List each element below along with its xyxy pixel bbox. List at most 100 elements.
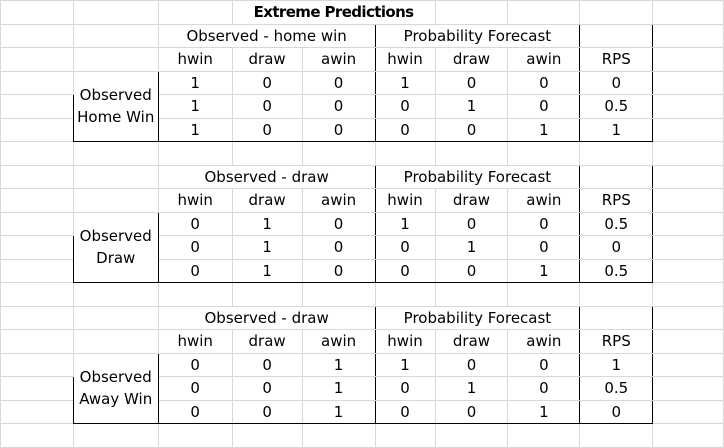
cell[interactable] bbox=[0, 141, 74, 166]
cell-fc-hwin[interactable]: 0 bbox=[374, 117, 436, 142]
cell-fc-awin[interactable]: 0 bbox=[507, 94, 581, 119]
cell[interactable] bbox=[72, 305, 159, 330]
col-header-hwin[interactable]: hwin bbox=[374, 188, 436, 213]
row-label[interactable]: Observed Away Win bbox=[72, 352, 159, 424]
cell[interactable] bbox=[652, 23, 724, 48]
cell[interactable] bbox=[434, 423, 509, 448]
cell[interactable] bbox=[0, 0, 74, 25]
cell[interactable] bbox=[0, 47, 74, 72]
cell[interactable] bbox=[0, 164, 74, 189]
cell-fc-hwin[interactable]: 0 bbox=[374, 399, 436, 424]
cell[interactable] bbox=[0, 282, 74, 307]
cell[interactable] bbox=[72, 47, 159, 72]
cell-obs-draw[interactable]: 0 bbox=[231, 399, 303, 424]
cell[interactable] bbox=[652, 352, 724, 377]
observed-header[interactable]: Observed - draw bbox=[157, 164, 376, 189]
cell-fc-awin[interactable]: 1 bbox=[507, 117, 581, 142]
cell-obs-draw[interactable]: 0 bbox=[231, 70, 303, 95]
cell-obs-awin[interactable]: 0 bbox=[301, 258, 376, 283]
cell[interactable] bbox=[72, 0, 159, 25]
cell[interactable] bbox=[579, 305, 654, 330]
cell-rps[interactable]: 1 bbox=[579, 117, 654, 142]
cell[interactable] bbox=[579, 282, 654, 307]
cell[interactable] bbox=[157, 282, 233, 307]
cell[interactable] bbox=[0, 305, 74, 330]
cell-fc-draw[interactable]: 1 bbox=[434, 94, 509, 119]
cell-fc-hwin[interactable]: 0 bbox=[374, 94, 436, 119]
cell-obs-draw[interactable]: 1 bbox=[231, 235, 303, 260]
cell-fc-draw[interactable]: 0 bbox=[434, 211, 509, 236]
cell[interactable] bbox=[579, 23, 654, 48]
cell[interactable] bbox=[652, 282, 724, 307]
col-header-rps[interactable]: RPS bbox=[579, 188, 654, 213]
cell[interactable] bbox=[652, 70, 724, 95]
col-header-hwin[interactable]: hwin bbox=[157, 47, 233, 72]
cell-fc-draw[interactable]: 1 bbox=[434, 376, 509, 401]
cell[interactable] bbox=[652, 117, 724, 142]
cell[interactable] bbox=[652, 235, 724, 260]
cell-obs-awin[interactable]: 0 bbox=[301, 235, 376, 260]
cell-obs-draw[interactable]: 1 bbox=[231, 211, 303, 236]
cell[interactable] bbox=[579, 0, 654, 25]
cell-fc-draw[interactable]: 0 bbox=[434, 117, 509, 142]
cell-obs-hwin[interactable]: 1 bbox=[157, 70, 233, 95]
forecast-header[interactable]: Probability Forecast bbox=[374, 305, 581, 330]
cell[interactable] bbox=[231, 141, 303, 166]
cell[interactable] bbox=[0, 70, 74, 95]
cell[interactable] bbox=[507, 423, 581, 448]
cell-fc-draw[interactable]: 1 bbox=[434, 235, 509, 260]
cell-fc-awin[interactable]: 0 bbox=[507, 376, 581, 401]
cell[interactable] bbox=[157, 0, 233, 25]
cell[interactable] bbox=[652, 47, 724, 72]
cell[interactable] bbox=[652, 258, 724, 283]
cell-fc-awin[interactable]: 0 bbox=[507, 352, 581, 377]
cell[interactable] bbox=[0, 258, 74, 283]
sheet-title[interactable]: Extreme Predictions bbox=[231, 0, 436, 25]
cell[interactable] bbox=[652, 141, 724, 166]
cell-obs-hwin[interactable]: 0 bbox=[157, 352, 233, 377]
col-header-awin[interactable]: awin bbox=[301, 47, 376, 72]
cell-obs-hwin[interactable]: 1 bbox=[157, 117, 233, 142]
col-header-draw[interactable]: draw bbox=[434, 329, 509, 354]
observed-header[interactable]: Observed - draw bbox=[157, 305, 376, 330]
col-header-hwin[interactable]: hwin bbox=[374, 329, 436, 354]
cell-fc-draw[interactable]: 0 bbox=[434, 352, 509, 377]
cell-obs-awin[interactable]: 0 bbox=[301, 117, 376, 142]
cell[interactable] bbox=[507, 0, 581, 25]
cell[interactable] bbox=[0, 376, 74, 401]
cell[interactable] bbox=[0, 329, 74, 354]
col-header-rps[interactable]: RPS bbox=[579, 329, 654, 354]
cell[interactable] bbox=[434, 282, 509, 307]
cell[interactable] bbox=[507, 282, 581, 307]
cell-obs-hwin[interactable]: 0 bbox=[157, 235, 233, 260]
cell-fc-hwin[interactable]: 1 bbox=[374, 352, 436, 377]
cell[interactable] bbox=[0, 352, 74, 377]
cell[interactable] bbox=[374, 141, 436, 166]
cell[interactable] bbox=[0, 211, 74, 236]
col-header-awin[interactable]: awin bbox=[507, 329, 581, 354]
cell-rps[interactable]: 0.5 bbox=[579, 376, 654, 401]
cell[interactable] bbox=[579, 141, 654, 166]
cell[interactable] bbox=[652, 399, 724, 424]
cell-rps[interactable]: 1 bbox=[579, 352, 654, 377]
cell-fc-hwin[interactable]: 1 bbox=[374, 70, 436, 95]
cell[interactable] bbox=[652, 329, 724, 354]
cell-rps[interactable]: 0 bbox=[579, 399, 654, 424]
cell[interactable] bbox=[652, 188, 724, 213]
col-header-rps[interactable]: RPS bbox=[579, 47, 654, 72]
cell-obs-hwin[interactable]: 0 bbox=[157, 258, 233, 283]
cell[interactable] bbox=[652, 0, 724, 25]
cell[interactable] bbox=[72, 329, 159, 354]
cell-fc-draw[interactable]: 0 bbox=[434, 70, 509, 95]
cell-obs-awin[interactable]: 0 bbox=[301, 70, 376, 95]
cell[interactable] bbox=[0, 235, 74, 260]
cell[interactable] bbox=[157, 423, 233, 448]
cell[interactable] bbox=[301, 423, 376, 448]
cell-obs-awin[interactable]: 0 bbox=[301, 94, 376, 119]
col-header-draw[interactable]: draw bbox=[434, 47, 509, 72]
cell[interactable] bbox=[72, 423, 159, 448]
cell-obs-draw[interactable]: 0 bbox=[231, 352, 303, 377]
cell-fc-draw[interactable]: 0 bbox=[434, 399, 509, 424]
col-header-draw[interactable]: draw bbox=[231, 188, 303, 213]
col-header-draw[interactable]: draw bbox=[231, 47, 303, 72]
